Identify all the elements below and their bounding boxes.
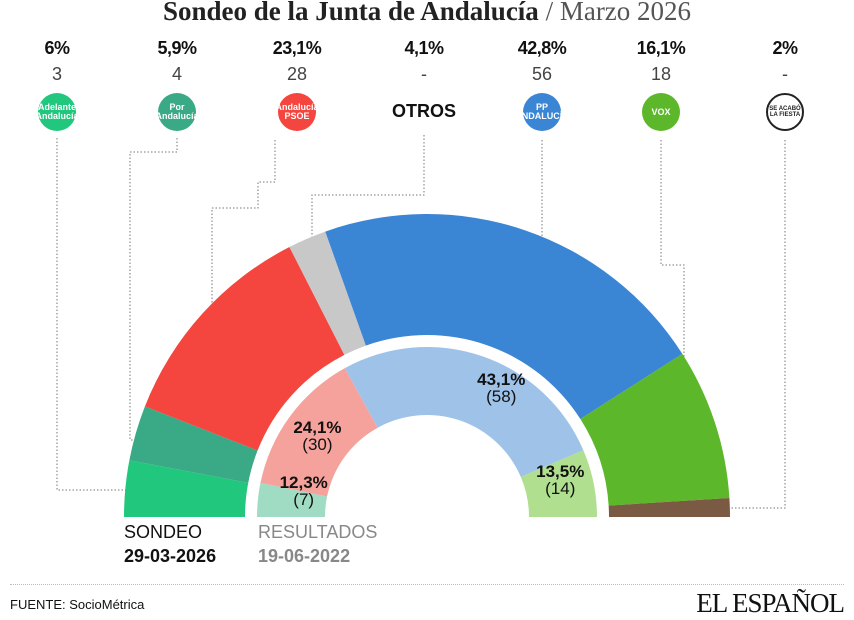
otros-label: OTROS [391,101,456,121]
party-logo-icon: Por Andalucía [155,93,199,131]
chart-title: Sondeo de la Junta de Andalucía / Marzo … [0,0,854,27]
source-note: FUENTE: SocioMétrica [10,597,145,612]
party-pct: 23,1% [272,38,322,58]
party-pct: 2% [772,38,798,58]
party-column: 4,1% - OTROS [374,38,474,122]
segment-pct: 12,3% [279,473,328,493]
party-seats: - [421,64,427,84]
party-seats: 56 [531,64,553,84]
party-logo-icon: Adelante Andalucía [35,93,79,131]
leader-line [211,140,276,330]
legend-sondeo: SONDEO 29-03-2026 [124,520,216,568]
title-main: Sondeo de la Junta de Andalucía [162,0,539,26]
logo-text: PP ANDALUCÍA [515,102,569,121]
party-seats: 18 [650,64,672,84]
inner-segment-label: 12,3% (7) [280,474,328,508]
segment-seats: (58) [486,387,517,407]
segment-pct: 43,1% [477,370,526,390]
party-column: 5,9% 4 Por Andalucía [127,38,227,131]
leader-line [56,138,155,491]
party-pct: 42,8% [517,38,567,58]
party-logo-icon: SE ACABÓ LA FIESTA [766,93,804,131]
title-separator: / [538,0,560,26]
party-pct: 4,1% [404,38,444,58]
inner-segment-label: 13,5% (14) [536,463,584,497]
outer-segment [580,353,730,506]
logo-text: Adelante Andalucía [35,102,79,121]
inner-segment [520,450,597,517]
party-column: 6% 3 Adelante Andalucía [7,38,107,131]
brand-logo[interactable]: EL ESPAÑOL [696,588,845,618]
outer-segment [144,247,345,451]
party-seats: 3 [51,64,62,84]
segment-pct: 13,5% [536,461,585,481]
party-logo-icon: PP ANDALUCÍA [515,93,569,131]
party-pct: 16,1% [636,38,686,58]
segment-seats: (30) [302,435,333,455]
party-logo-icon: VOX [642,93,680,131]
party-pct: 6% [44,38,70,58]
inner-segment [344,347,584,477]
inner-segment-label: 24,1% (30) [293,419,341,453]
logo-text: SE ACABÓ LA FIESTA [769,106,801,118]
legend-resultados: RESULTADOS 19-06-2022 [258,520,377,568]
footer-divider [10,584,844,585]
title-sub: Marzo 2026 [559,0,692,26]
legend-sondeo-date: 29-03-2026 [124,546,217,566]
logo-text: Por Andalucía [155,102,199,121]
party-column: 23,1% 28 Andalucía PSOE [247,38,347,131]
legend-sondeo-label: SONDEO [124,522,203,542]
segment-seats: (7) [293,490,315,510]
inner-segment-label: 43,1% (58) [477,371,525,405]
party-pct: 5,9% [157,38,197,58]
logo-text: VOX [651,106,671,117]
party-seats: 28 [286,64,308,84]
segment-seats: (14) [545,478,576,498]
legend-resultados-date: 19-06-2022 [258,546,351,566]
outer-segment [325,214,683,419]
inner-segment [257,482,328,517]
leader-line [660,140,685,410]
outer-segment [608,497,730,517]
outer-segment [124,460,249,517]
outer-segment [289,231,366,355]
party-logo-icon: Andalucía PSOE [275,93,319,131]
logo-text: Andalucía PSOE [275,102,319,121]
party-column: 42,8% 56 PP ANDALUCÍA [492,38,592,131]
legend-resultados-label: RESULTADOS [258,522,378,542]
party-column: 16,1% 18 VOX [611,38,711,131]
party-seats: 4 [171,64,182,84]
segment-pct: 24,1% [293,418,342,438]
inner-segment [260,368,378,497]
outer-segment [129,406,258,483]
leader-line [311,135,425,240]
party-seats: - [782,64,788,84]
party-column: 2% - SE ACABÓ LA FIESTA [735,38,835,131]
